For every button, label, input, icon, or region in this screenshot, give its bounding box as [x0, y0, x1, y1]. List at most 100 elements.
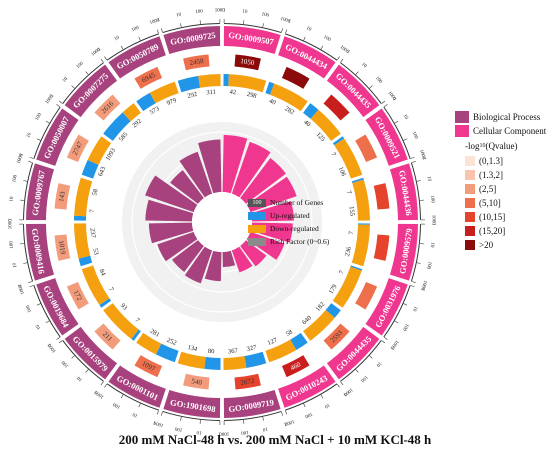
scale-tick	[285, 29, 288, 34]
scale-tick-label: 10	[9, 196, 15, 202]
center-hole	[192, 192, 252, 252]
scale-tick-label: 100	[374, 76, 383, 85]
go-term-segment	[26, 223, 55, 281]
scale-tick	[180, 416, 182, 421]
scale-tick-label: 10	[196, 429, 202, 435]
scale-tick-label: 1	[18, 283, 24, 287]
scale-tick-label: 10	[132, 411, 139, 418]
rich-factor-bar	[172, 240, 204, 272]
scale-tick-label: 1	[8, 218, 13, 221]
up-regulated-bar	[350, 265, 363, 271]
grid-ring	[171, 171, 273, 273]
scale-tick-label: 1000	[283, 418, 295, 426]
scale-tick	[303, 36, 306, 41]
scale-tick	[384, 104, 388, 107]
number-genes-bar	[323, 94, 350, 121]
up-count-label: 7	[345, 190, 353, 195]
scale-tick-label: 10	[426, 176, 432, 182]
scale-tick-label: 1000	[18, 283, 26, 295]
rich-factor-bar	[170, 170, 204, 204]
up-count-label: 573	[149, 105, 161, 116]
scale-tick-label: 1	[223, 8, 226, 13]
scale-tick-label: 1	[218, 430, 221, 435]
down-regulated-bar	[228, 74, 267, 93]
scale-tick-label: 10	[411, 305, 418, 312]
down-count-label: 292	[131, 118, 143, 130]
go-term-segment	[64, 64, 118, 118]
up-regulated-bar	[103, 112, 131, 141]
scale-tick	[56, 337, 60, 340]
down-count-label: 134	[187, 344, 199, 353]
scale-tick-label: 1	[421, 157, 427, 161]
scale-tick	[156, 29, 159, 34]
scale-arc	[106, 33, 159, 61]
go-term-segment	[223, 389, 281, 418]
down-count-label: 125	[315, 131, 327, 143]
rich-factor-bar	[145, 175, 198, 213]
scale-tick-label: 1	[50, 93, 56, 98]
scale-tick	[29, 285, 34, 288]
scale-tick-label: 100	[131, 26, 140, 34]
scale-tick-label: 100	[61, 359, 70, 368]
scale-tick-label: 10	[26, 132, 33, 139]
number-genes-bar	[66, 134, 89, 163]
scale-tick-label: 10	[402, 114, 409, 121]
down-count-label: 367	[228, 348, 239, 356]
scale-tick-label: 1	[388, 345, 394, 350]
scale-tick	[262, 416, 264, 421]
scale-tick	[416, 262, 421, 264]
rich-factor-bar	[240, 240, 267, 267]
scale-tick-label: 10	[262, 426, 268, 432]
number-genes-bar	[54, 183, 71, 210]
number-genes-bar	[54, 234, 71, 261]
scale-tick	[403, 138, 408, 141]
bp-legend-label: Biological Process	[473, 112, 541, 122]
scale-tick-label: 100	[9, 240, 15, 248]
scale-tick	[120, 45, 124, 50]
scale-tick-label: 1	[47, 341, 53, 346]
rich-factor-bar	[231, 246, 253, 273]
scale-tick	[320, 394, 324, 399]
scale-tick-label: 100	[304, 411, 313, 419]
down-regulated-bar	[74, 177, 93, 217]
scale-tick	[56, 104, 60, 107]
up-regulated-bar	[74, 215, 87, 221]
go-term-segment	[278, 36, 336, 79]
go-term-segment	[26, 163, 55, 221]
scale-tick-label: 10	[323, 402, 330, 409]
go-term-segment	[36, 108, 79, 166]
up-count-label: 252	[166, 337, 178, 347]
scale-tick-label: 100	[240, 429, 248, 435]
down-regulated-bar	[303, 309, 335, 341]
scale-tick-label: 1000	[418, 149, 426, 161]
scale-tick-label: 1000	[149, 18, 161, 26]
q-legend-label: (1.3,2]	[479, 170, 503, 180]
up-count-label: 42	[229, 89, 236, 97]
rich-factor-bar	[222, 134, 248, 194]
up-count-label: 7	[107, 286, 115, 293]
scale-tick-label: 1000	[280, 17, 292, 25]
scale-tick	[281, 28, 283, 33]
go-term-segment	[64, 326, 118, 380]
down-count-label: 179	[328, 283, 339, 295]
up-regulated-bar	[332, 136, 345, 146]
q-legend-item: >20	[455, 238, 546, 252]
scale-tick-label: 100	[35, 112, 43, 121]
rich-factor-bar	[145, 199, 194, 222]
scale-tick	[320, 45, 324, 50]
q-legend-label: (5,10]	[479, 198, 501, 208]
scale-arc	[33, 285, 61, 338]
scale-tick	[71, 355, 75, 359]
down-regulated-bar	[136, 332, 162, 355]
down-count-label: 58	[91, 188, 99, 196]
scale-tick-label: 1000	[342, 386, 353, 396]
scale-tick	[180, 23, 182, 28]
down-count-label: 298	[246, 91, 257, 100]
scale-tick	[262, 23, 264, 28]
scale-tick-label: 10	[305, 26, 312, 33]
down-regulated-bar	[122, 103, 141, 122]
scale-tick-label: 1	[287, 19, 291, 25]
chart-legend: Biological Process Cellular Component -l…	[455, 110, 546, 252]
scale-tick-label: 100	[322, 35, 331, 43]
number-genes-bar	[134, 355, 163, 378]
